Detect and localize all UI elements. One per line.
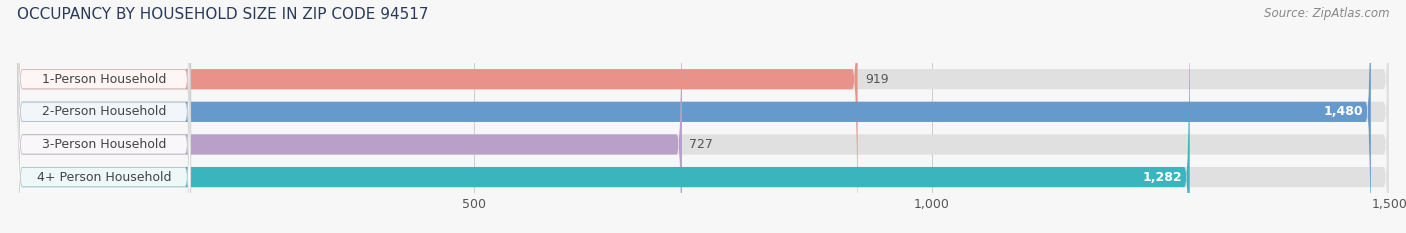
FancyBboxPatch shape — [17, 0, 1389, 233]
FancyBboxPatch shape — [17, 0, 858, 233]
FancyBboxPatch shape — [17, 0, 1389, 233]
Text: 1,480: 1,480 — [1324, 105, 1364, 118]
Text: 3-Person Household: 3-Person Household — [42, 138, 166, 151]
Text: 727: 727 — [689, 138, 713, 151]
Text: 2-Person Household: 2-Person Household — [42, 105, 166, 118]
FancyBboxPatch shape — [17, 0, 1371, 233]
Text: 1,282: 1,282 — [1143, 171, 1182, 184]
Text: 1-Person Household: 1-Person Household — [42, 73, 166, 86]
Text: 4+ Person Household: 4+ Person Household — [37, 171, 172, 184]
FancyBboxPatch shape — [17, 0, 191, 233]
Text: OCCUPANCY BY HOUSEHOLD SIZE IN ZIP CODE 94517: OCCUPANCY BY HOUSEHOLD SIZE IN ZIP CODE … — [17, 7, 429, 22]
FancyBboxPatch shape — [17, 0, 191, 233]
FancyBboxPatch shape — [17, 0, 191, 233]
FancyBboxPatch shape — [17, 0, 191, 233]
FancyBboxPatch shape — [17, 0, 682, 233]
Text: 919: 919 — [865, 73, 889, 86]
FancyBboxPatch shape — [17, 0, 1189, 233]
Text: Source: ZipAtlas.com: Source: ZipAtlas.com — [1264, 7, 1389, 20]
FancyBboxPatch shape — [17, 0, 1389, 233]
FancyBboxPatch shape — [17, 0, 1389, 233]
